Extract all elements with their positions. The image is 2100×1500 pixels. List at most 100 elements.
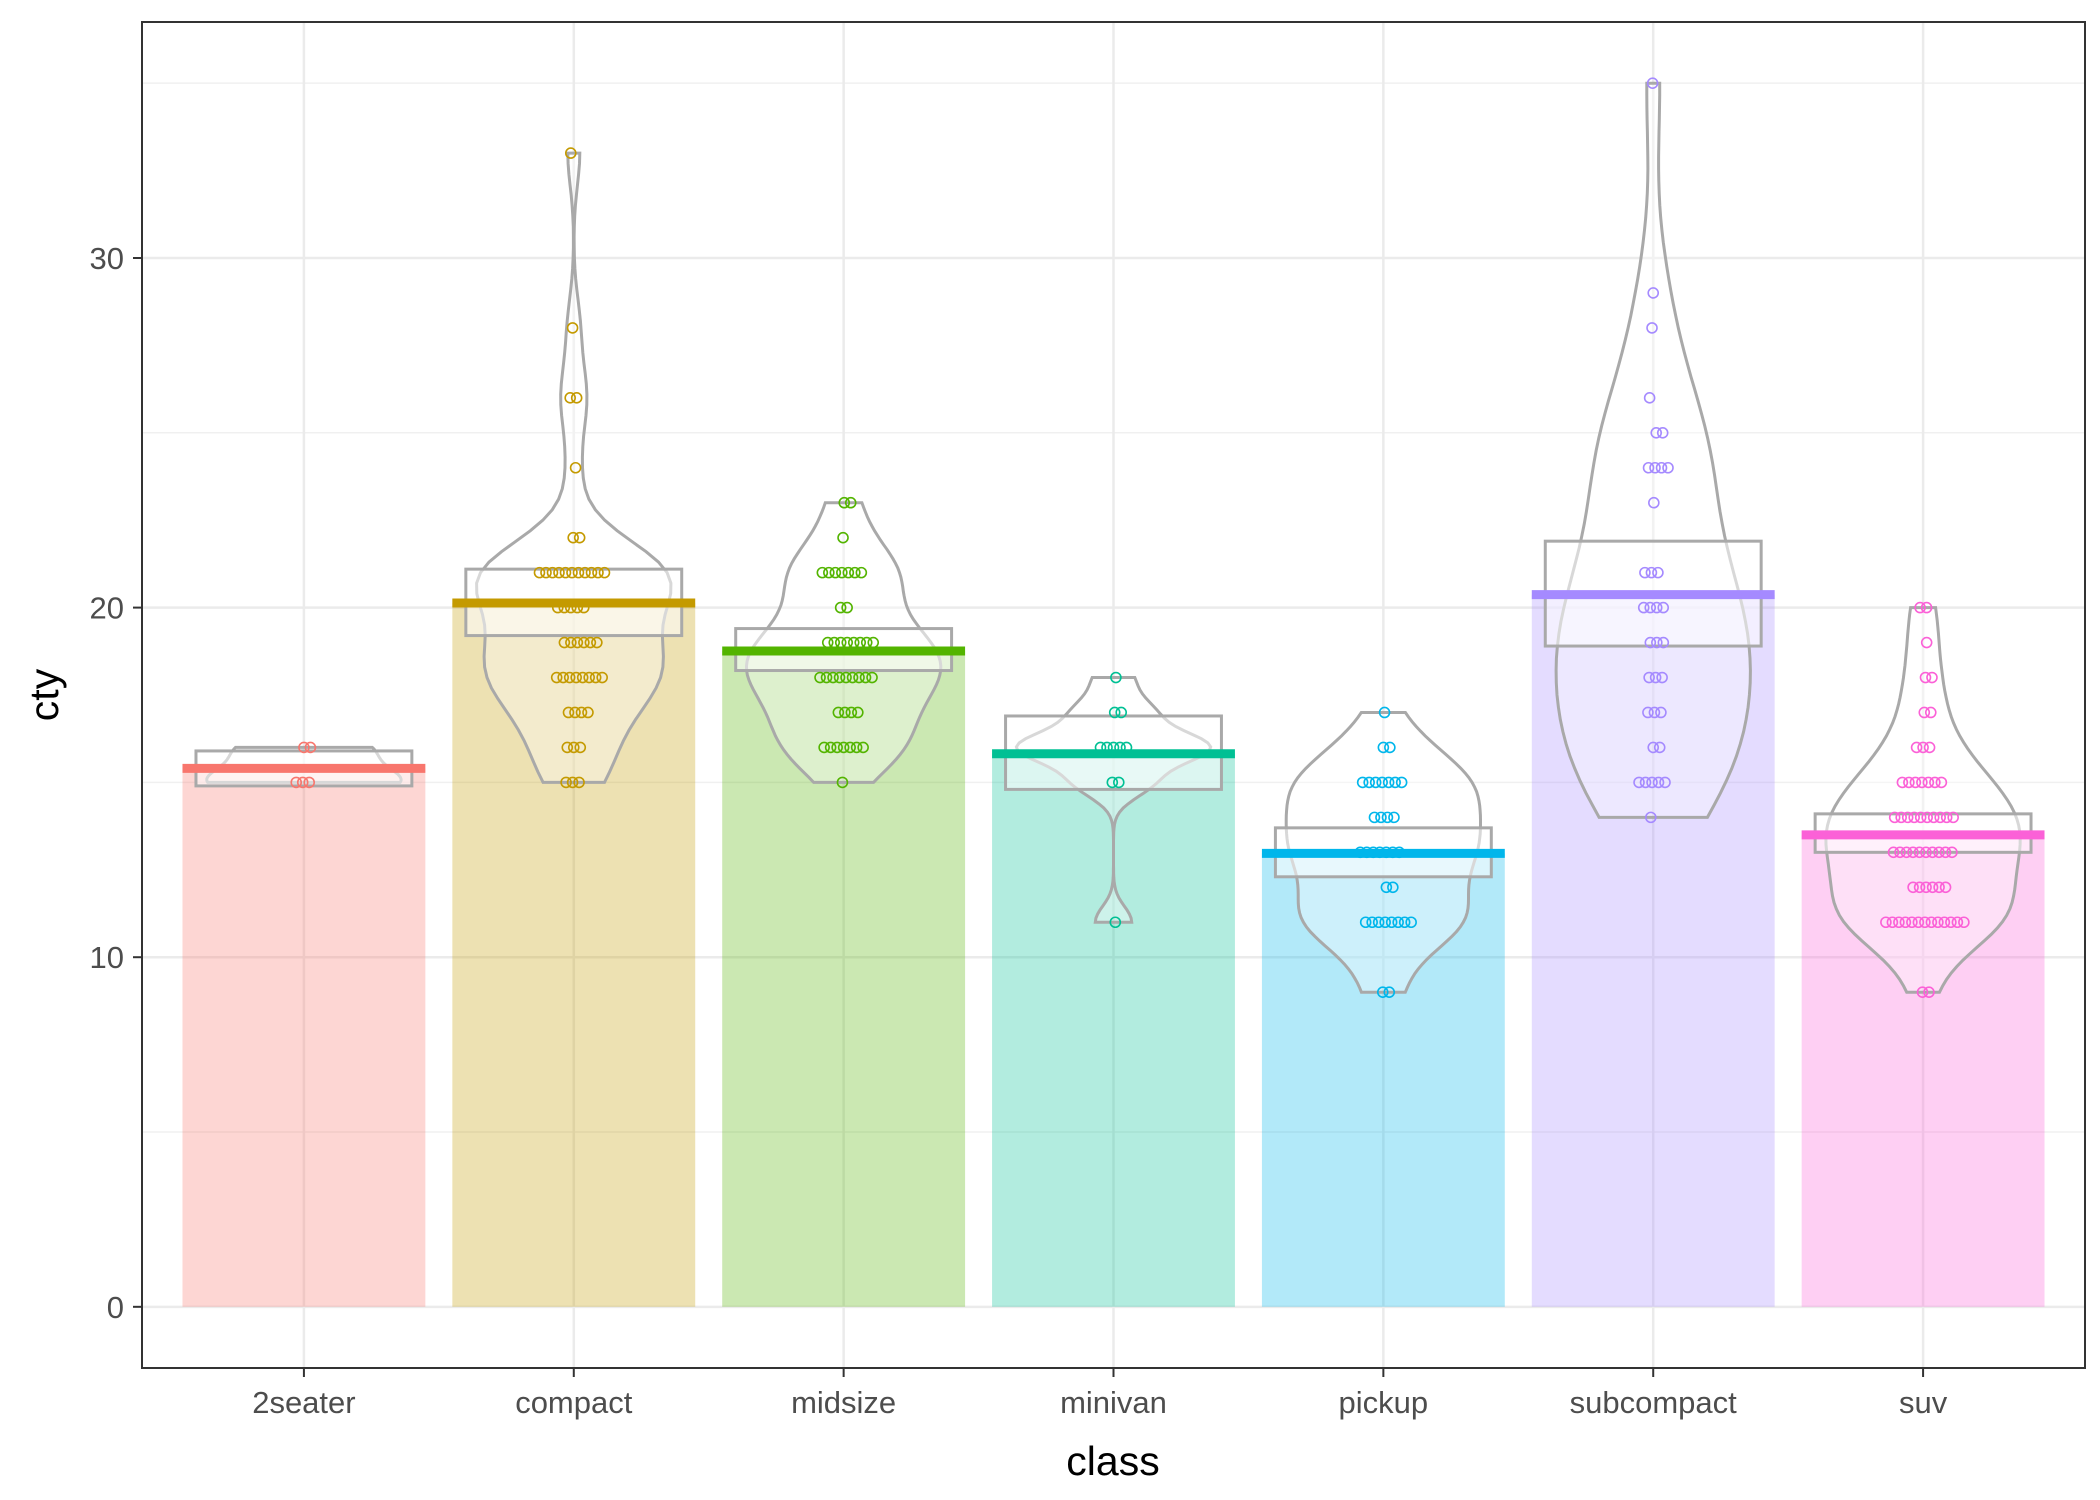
data-point-midsize: [867, 636, 880, 649]
bar-2seater: [182, 768, 426, 1307]
bars: [182, 594, 2045, 1307]
data-point-compact: [564, 601, 577, 614]
data-point-compact: [573, 776, 585, 789]
data-point-subcompact: [1648, 496, 1660, 509]
data-point-pickup: [1384, 741, 1396, 754]
data-point-midsize: [850, 741, 863, 754]
data-point-compact: [579, 566, 591, 579]
data-point-suv: [1912, 916, 1925, 929]
data-point-compact: [582, 706, 594, 719]
data-point-compact: [566, 776, 579, 789]
data-point-suv: [1910, 741, 1923, 754]
data-point-compact: [575, 706, 588, 719]
data-point-suv: [1886, 916, 1899, 929]
data-point-suv: [1896, 776, 1909, 789]
data-point-midsize: [829, 566, 842, 579]
data-point-subcompact: [1633, 776, 1645, 789]
data-point-subcompact: [1637, 601, 1650, 614]
data-point-pickup: [1363, 776, 1375, 789]
data-point-minivan: [1113, 776, 1125, 789]
data-point-midsize: [836, 776, 849, 789]
data-point-minivan: [1109, 916, 1122, 929]
data-point-subcompact: [1657, 636, 1670, 649]
data-point-suv: [1919, 916, 1931, 929]
data-point-pickup: [1380, 881, 1393, 894]
data-point-suv: [1924, 706, 1937, 719]
data-point-compact: [564, 392, 576, 404]
data-point-midsize: [834, 636, 847, 649]
data-point-midsize: [846, 671, 859, 684]
data-point-pickup: [1369, 776, 1382, 789]
data-point-midsize: [824, 741, 837, 754]
data-point-compact: [567, 741, 580, 754]
data-point-compact: [574, 741, 587, 754]
data-point-suv: [1927, 811, 1940, 824]
data-point-midsize: [833, 671, 846, 684]
data-point-suv: [1917, 741, 1929, 754]
data-point-suv: [1903, 776, 1915, 789]
data-point-pickup: [1382, 776, 1395, 789]
data-point-subcompact: [1645, 566, 1658, 579]
data-point-compact: [577, 601, 590, 614]
data-point-midsize: [827, 671, 839, 684]
data-point-subcompact: [1644, 601, 1657, 614]
data-point-pickup: [1405, 916, 1417, 929]
data-point-suv: [1925, 916, 1938, 929]
data-point-subcompact: [1655, 706, 1667, 719]
data-point-2seater: [296, 776, 309, 789]
data-point-suv: [1951, 916, 1964, 929]
x-tick-label-subcompact: subcompact: [1570, 1385, 1738, 1420]
data-point-compact: [572, 566, 585, 579]
grid-lines: [142, 22, 2085, 1368]
data-point-midsize: [859, 671, 872, 684]
data-point-subcompact: [1647, 741, 1660, 754]
data-point-compact: [576, 671, 589, 684]
data-point-2seater: [303, 776, 316, 789]
data-point-suv: [1926, 881, 1939, 894]
data-point-midsize: [844, 741, 856, 754]
x-tick-label-minivan: minivan: [1060, 1385, 1167, 1420]
data-point-suv: [1923, 741, 1936, 754]
data-point-midsize: [852, 706, 864, 719]
data-point-pickup: [1386, 846, 1399, 859]
data-point-subcompact: [1639, 776, 1652, 789]
data-point-midsize: [849, 566, 861, 579]
violin-suv: [1824, 606, 2022, 994]
data-point-midsize: [854, 636, 867, 649]
data-point-suv: [1920, 881, 1932, 894]
data-point-pickup: [1380, 846, 1393, 859]
data-point-subcompact: [1642, 461, 1655, 474]
data-point-compact: [578, 636, 590, 649]
data-point-compact: [562, 706, 575, 719]
data-point-suv: [1940, 811, 1953, 824]
data-point-2seater: [290, 776, 303, 789]
data-point-midsize: [834, 601, 847, 614]
data-point-suv: [1918, 706, 1931, 719]
data-point-suv: [1922, 776, 1935, 789]
data-point-2seater: [304, 741, 317, 754]
data-point-suv: [1907, 846, 1919, 859]
x-tick-label-2seater: 2seater: [252, 1385, 355, 1420]
data-point-subcompact: [1656, 426, 1669, 439]
data-point-compact: [567, 531, 579, 544]
data-point-compact: [598, 566, 611, 579]
data-point-subcompact: [1662, 461, 1674, 474]
data-point-suv: [1920, 846, 1932, 859]
data-point-suv: [1920, 601, 1933, 614]
data-point-2seater: [298, 741, 310, 754]
data-point-subcompact: [1646, 776, 1658, 789]
data-point-suv: [1935, 776, 1948, 789]
data-point-suv: [1907, 881, 1919, 894]
data-point-suv: [1894, 846, 1906, 859]
data-point-suv: [1934, 811, 1946, 824]
y-tick-label: 10: [90, 940, 124, 975]
data-point-midsize: [845, 706, 858, 719]
data-point-suv: [1888, 811, 1901, 824]
data-point-compact: [591, 636, 603, 649]
data-point-subcompact: [1649, 671, 1662, 684]
bar-suv: [1801, 834, 2045, 1307]
x-tick-label-pickup: pickup: [1339, 1385, 1429, 1420]
data-point-midsize: [818, 741, 830, 754]
data-point-compact: [558, 601, 571, 614]
